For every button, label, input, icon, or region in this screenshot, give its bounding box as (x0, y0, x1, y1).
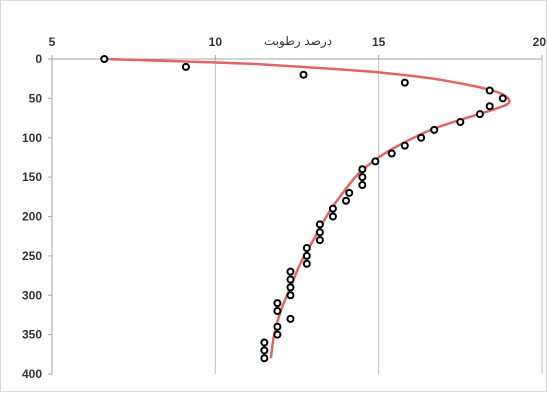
data-point (273, 322, 282, 331)
y-tick-label: 100 (22, 131, 42, 145)
y-tick-label: 300 (22, 288, 42, 302)
data-point (260, 346, 269, 355)
data-point (286, 267, 295, 276)
fit-line (104, 57, 511, 359)
data-point (286, 314, 295, 323)
data-point (302, 251, 311, 260)
grid-layer (214, 59, 543, 374)
data-point (100, 55, 109, 63)
x-axis-title: درصد رطوبت (264, 34, 332, 49)
data-point (342, 196, 350, 205)
data-point (358, 181, 367, 189)
data-point (498, 94, 507, 103)
data-point (273, 307, 282, 315)
data-point (302, 244, 311, 252)
data-point (315, 220, 324, 229)
data-point (299, 70, 308, 79)
y-tick-label: 200 (22, 210, 42, 224)
data-point (286, 283, 295, 292)
data-point (485, 102, 494, 111)
data-point (400, 78, 409, 87)
data-point (273, 299, 282, 308)
x-tick-label: 5 (49, 35, 56, 49)
data-point (345, 188, 354, 197)
fit-line-layer (104, 57, 511, 359)
data-point (417, 133, 426, 142)
y-tick-label: 150 (22, 170, 42, 184)
y-tick-label: 400 (22, 367, 42, 381)
x-tick-label: 10 (209, 35, 223, 49)
data-point (387, 149, 396, 158)
data-point (475, 110, 484, 119)
y-tick-label: 250 (22, 249, 42, 263)
axis-layer (48, 55, 543, 375)
data-point (358, 165, 367, 174)
y-tick-label: 50 (29, 91, 43, 105)
data-point (400, 141, 409, 150)
data-point (286, 291, 295, 300)
data-point (302, 259, 311, 268)
tick-labels: 0 50 100 150 200 250 300 350 400 5 10 15 20 (22, 35, 546, 381)
data-point (315, 236, 324, 245)
x-tick-label: 20 (533, 35, 547, 49)
data-point (181, 62, 190, 71)
data-point (328, 212, 337, 221)
data-point (430, 125, 439, 134)
data-points (100, 55, 507, 363)
data-point (371, 157, 380, 166)
x-tick-label: 15 (372, 35, 386, 49)
data-point (485, 86, 494, 95)
data-point (315, 228, 324, 237)
y-tick-label: 350 (22, 328, 42, 342)
data-point (273, 330, 282, 339)
data-point (260, 338, 269, 347)
data-point (456, 118, 465, 126)
data-point (358, 173, 367, 182)
data-point (328, 204, 337, 213)
data-point (286, 275, 295, 284)
y-tick-label: 0 (35, 52, 42, 66)
data-point (260, 354, 269, 363)
